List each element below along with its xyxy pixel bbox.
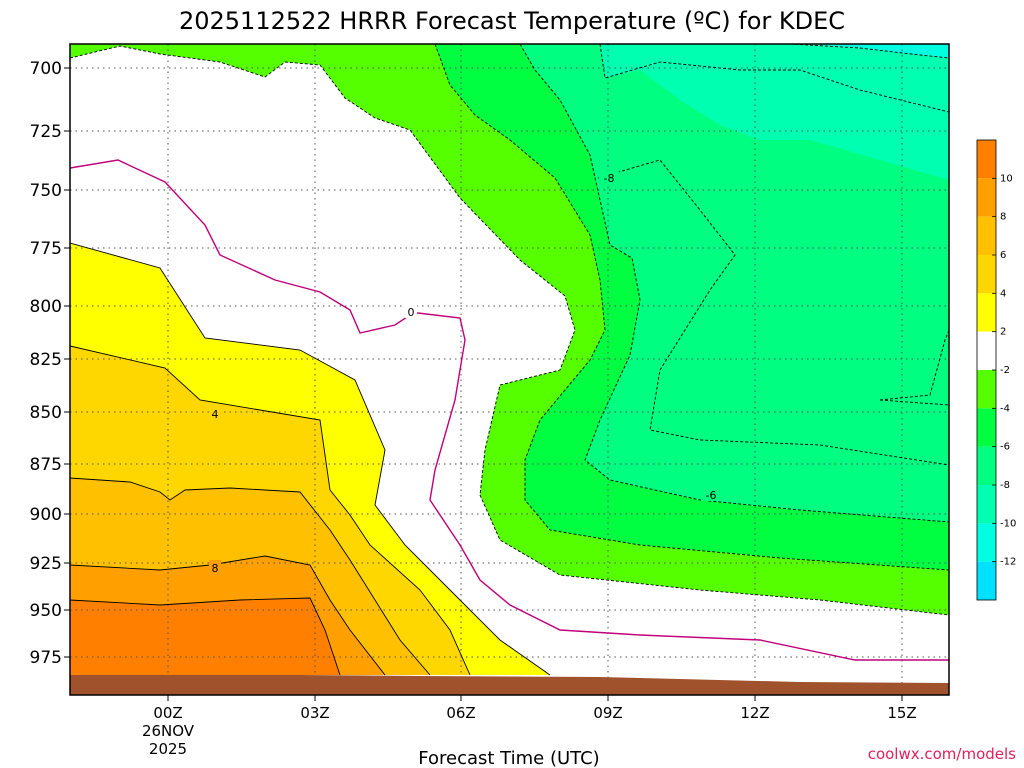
- colorbar-label: -2: [1000, 365, 1010, 376]
- colorbar-label: -10: [1000, 518, 1016, 529]
- band-cyan: [790, 44, 949, 58]
- colorbar-bin: [977, 485, 996, 524]
- colorbar-bin: [977, 408, 996, 447]
- y-tick-875: 875: [30, 455, 62, 475]
- grid: [70, 44, 949, 695]
- x-tick-12z: 12Z: [740, 704, 769, 722]
- colorbar-bin: [977, 446, 996, 485]
- contour-label-neg6: -6: [706, 489, 717, 502]
- contour-labels: 4 8 0 -8 -6: [209, 171, 721, 575]
- x-tick-03z: 03Z: [300, 704, 329, 722]
- band-green-mid: [520, 44, 949, 522]
- x-tick-06z: 06Z: [446, 704, 475, 722]
- colorbar-label: 8: [1000, 212, 1006, 223]
- contour-label-0: 0: [408, 306, 415, 319]
- plot-area: 4 8 0 -8 -6: [70, 44, 949, 695]
- band-teal-lower: [600, 44, 949, 112]
- band-orange-dark: [70, 598, 340, 675]
- x-axis: 00Z 26NOV 2025 03Z 06Z 09Z 12Z 15Z: [142, 695, 917, 758]
- y-axis: 700 725 750 775 800 825 850 875 900 925 …: [30, 59, 70, 668]
- x-tick-00z: 00Z: [153, 704, 182, 722]
- colorbar-label: 6: [1000, 250, 1006, 261]
- colorbar-label: -12: [1000, 557, 1016, 568]
- colorbar-label: -4: [1000, 403, 1010, 414]
- zero-contour: [70, 159, 949, 661]
- y-tick-925: 925: [30, 554, 62, 574]
- colorbar-bin: [977, 140, 996, 179]
- positive-contours: [70, 242, 551, 676]
- negative-contours: [70, 44, 949, 616]
- colorbar-bin: [977, 178, 996, 217]
- colorbar-label: 10: [1000, 173, 1013, 184]
- colorbar-label: -8: [1000, 480, 1010, 491]
- colorbar-bin: [977, 331, 996, 370]
- x-date-day: 26NOV: [142, 722, 195, 740]
- ground-surface: [70, 675, 949, 695]
- colorbar-label: 4: [1000, 288, 1006, 299]
- contour-label-8: 8: [212, 562, 219, 575]
- y-tick-700: 700: [30, 59, 62, 79]
- colorbar-label: 2: [1000, 327, 1006, 338]
- colorbar-bin: [977, 293, 996, 332]
- x-axis-title: Forecast Time (UTC): [418, 748, 599, 768]
- colorbar-label: -6: [1000, 442, 1010, 453]
- colorbar-bin: [977, 561, 996, 600]
- y-tick-850: 850: [30, 403, 62, 423]
- colorbar-bin: [977, 216, 996, 255]
- colorbar: 10 8 6 4 2 -2 -4 -6 -8 -10 -12: [976, 139, 1016, 601]
- y-tick-800: 800: [30, 297, 62, 317]
- y-tick-950: 950: [30, 601, 62, 621]
- colorbar-bin: [977, 523, 996, 562]
- plot-frame: [69, 43, 950, 696]
- contour-label-neg8: -8: [604, 172, 615, 185]
- y-tick-775: 775: [30, 239, 62, 259]
- x-tick-09z: 09Z: [593, 704, 622, 722]
- y-tick-750: 750: [30, 181, 62, 201]
- credit-link[interactable]: coolwx.com/models: [868, 745, 1016, 763]
- y-tick-900: 900: [30, 505, 62, 525]
- y-tick-975: 975: [30, 648, 62, 668]
- y-tick-825: 825: [30, 350, 62, 370]
- colorbar-bin: [977, 255, 996, 294]
- x-date-year: 2025: [149, 740, 187, 758]
- chart-title: 2025112522 HRRR Forecast Temperature (ºC…: [179, 7, 845, 35]
- contour-label-4: 4: [212, 408, 219, 421]
- x-tick-15z: 15Z: [887, 704, 916, 722]
- colorbar-bin: [977, 370, 996, 409]
- y-tick-725: 725: [30, 122, 62, 142]
